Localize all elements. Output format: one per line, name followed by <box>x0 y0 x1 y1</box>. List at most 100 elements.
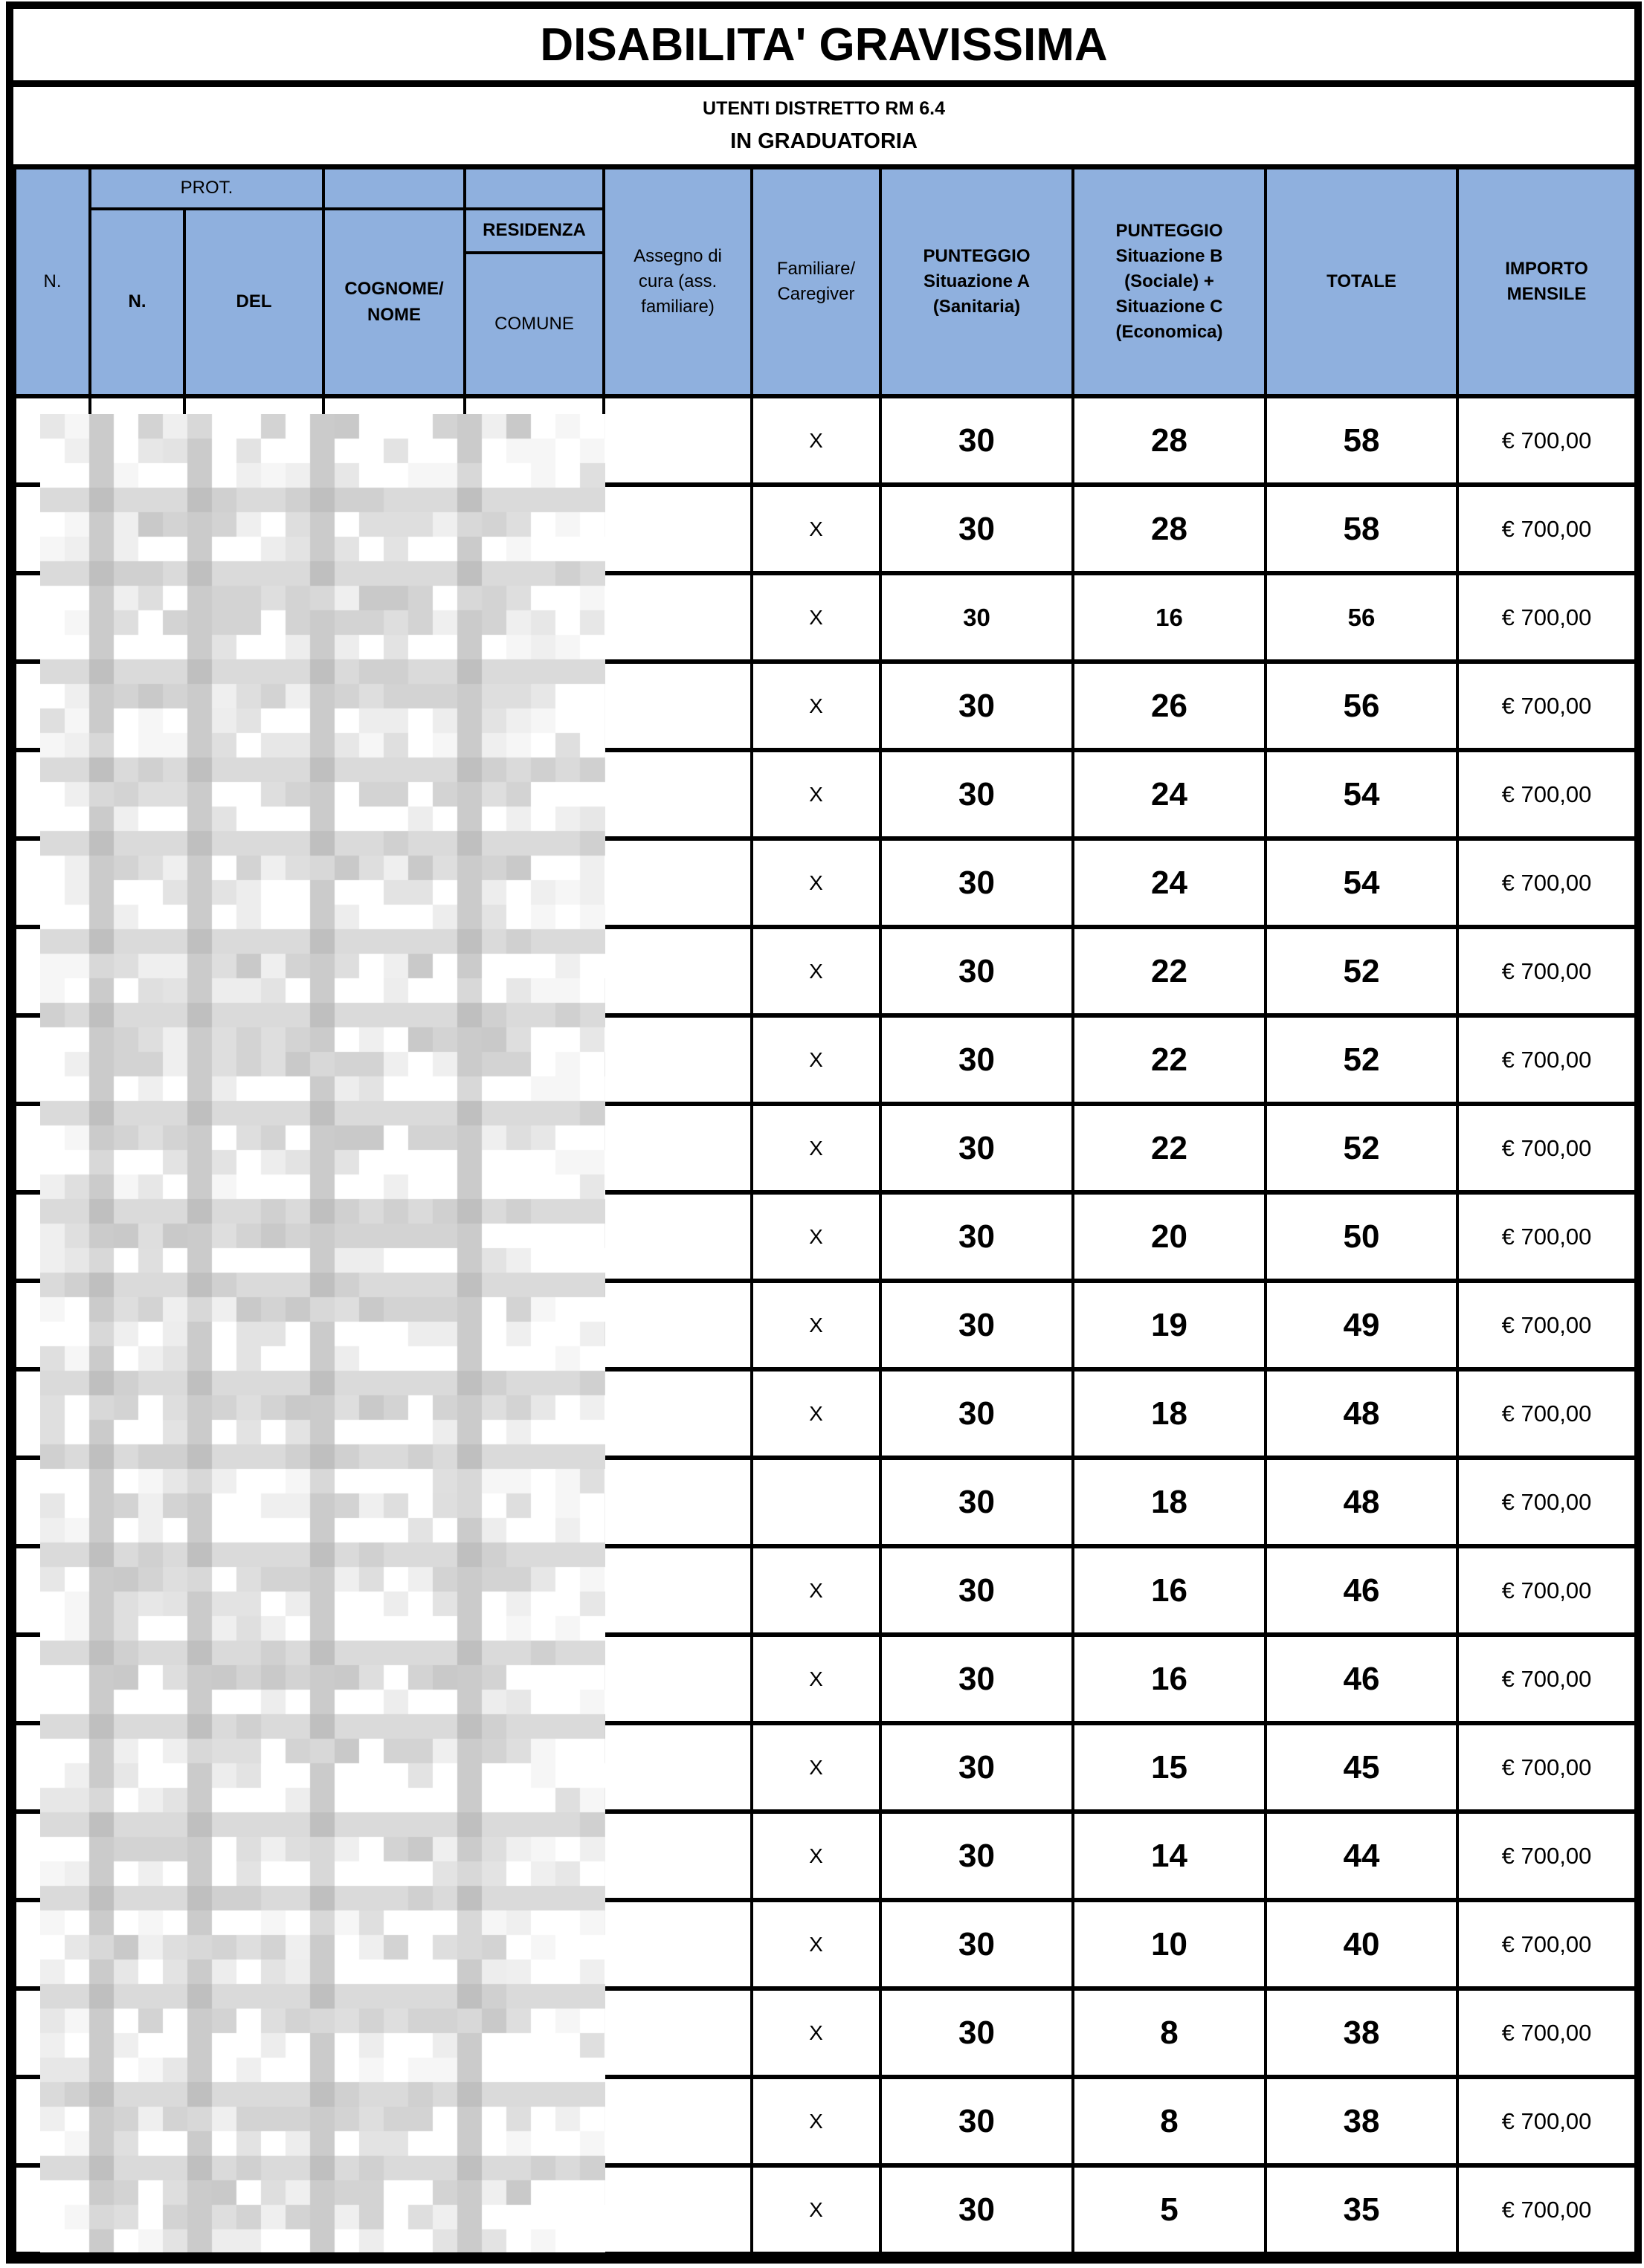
redacted-n-cell <box>13 1986 91 2079</box>
redacted-prot-del-cell <box>183 836 325 929</box>
redacted-n-cell <box>13 2075 91 2168</box>
totale-cell: 48 <box>1264 1456 1459 1548</box>
table-header: N. PROT. Assegno di cura (ass. familiare… <box>13 169 1637 398</box>
punteggio-bc-cell: 22 <box>1071 1013 1267 1106</box>
assegno-di-cura-cell <box>602 1102 753 1195</box>
redacted-cognome-nome-cell <box>322 1013 466 1106</box>
punteggio-a-cell: 30 <box>879 1986 1074 2079</box>
punteggio-a-cell: 30 <box>879 482 1074 575</box>
redacted-prot-del-cell <box>183 2075 325 2168</box>
table-row: X 30 8 38 € 700,00 <box>13 2075 1637 2168</box>
redacted-prot-del-cell <box>183 2163 325 2256</box>
redacted-cognome-nome-cell <box>322 571 466 664</box>
redacted-prot-n-cell <box>88 1190 186 1283</box>
redacted-prot-n-cell <box>88 836 186 929</box>
redacted-cognome-nome-cell <box>322 1986 466 2079</box>
redacted-cognome-nome-cell <box>322 394 466 487</box>
redacted-comune-cell <box>463 836 605 929</box>
redacted-prot-del-cell <box>183 571 325 664</box>
caregiver-x-cell: X <box>750 1632 882 1725</box>
importo-cell: € 700,00 <box>1456 1721 1637 1814</box>
punteggio-bc-cell: 10 <box>1071 1898 1267 1991</box>
punteggio-bc-cell: 16 <box>1071 1632 1267 1725</box>
redacted-n-cell <box>13 1013 91 1106</box>
punteggio-a-cell: 30 <box>879 1544 1074 1637</box>
redacted-prot-del-cell <box>183 1456 325 1548</box>
table-row: X 30 14 44 € 700,00 <box>13 1809 1637 1902</box>
page-title: DISABILITA' GRAVISSIMA <box>540 19 1108 71</box>
redacted-cognome-nome-cell <box>322 1632 466 1725</box>
redacted-prot-n-cell <box>88 1986 186 2079</box>
redacted-prot-del-cell <box>183 925 325 1018</box>
assegno-di-cura-cell <box>602 1809 753 1902</box>
punteggio-bc-cell: 8 <box>1071 1986 1267 2079</box>
table-body: X 30 28 58 € 700,00 X 30 28 58 € 700,00 … <box>13 394 1637 2256</box>
punteggio-a-cell: 30 <box>879 1721 1074 1814</box>
totale-cell: 44 <box>1264 1809 1459 1902</box>
importo-cell: € 700,00 <box>1456 394 1637 487</box>
redacted-prot-n-cell <box>88 1102 186 1195</box>
header-row-3: COMUNE <box>15 251 1636 398</box>
punteggio-bc-cell: 24 <box>1071 748 1267 841</box>
punteggio-bc-cell: 18 <box>1071 1367 1267 1460</box>
assegno-di-cura-cell <box>602 659 753 752</box>
redacted-prot-n-cell <box>88 1367 186 1460</box>
header-prot-del: DEL <box>183 207 325 398</box>
importo-cell: € 700,00 <box>1456 2163 1637 2256</box>
punteggio-bc-cell: 19 <box>1071 1279 1267 1372</box>
redacted-cognome-nome-cell <box>322 1898 466 1991</box>
importo-cell: € 700,00 <box>1456 1190 1637 1283</box>
redacted-comune-cell <box>463 659 605 752</box>
punteggio-a-cell: 30 <box>879 1456 1074 1548</box>
caregiver-x-cell: X <box>750 1721 882 1814</box>
redacted-n-cell <box>13 659 91 752</box>
header-prot-group: PROT. <box>88 169 325 210</box>
redacted-n-cell <box>13 571 91 664</box>
punteggio-bc-cell: 16 <box>1071 1544 1267 1637</box>
table-row: X 30 16 56 € 700,00 <box>13 571 1637 664</box>
totale-cell: 56 <box>1264 571 1459 664</box>
punteggio-bc-cell: 24 <box>1071 836 1267 929</box>
importo-cell: € 700,00 <box>1456 1102 1637 1195</box>
redacted-prot-n-cell <box>88 482 186 575</box>
totale-cell: 40 <box>1264 1898 1459 1991</box>
assegno-di-cura-cell <box>602 1721 753 1814</box>
redacted-cognome-nome-cell <box>322 1809 466 1902</box>
subtitle-band: UTENTI DISTRETTO RM 6.4 IN GRADUATORIA <box>13 87 1634 169</box>
graduatoria-table: N. PROT. Assegno di cura (ass. familiare… <box>13 169 1637 2256</box>
caregiver-x-cell: X <box>750 2163 882 2256</box>
table-row: X 30 28 58 € 700,00 <box>13 394 1637 487</box>
redacted-comune-cell <box>463 1721 605 1814</box>
importo-cell: € 700,00 <box>1456 1279 1637 1372</box>
redacted-prot-n-cell <box>88 1456 186 1548</box>
importo-cell: € 700,00 <box>1456 1632 1637 1725</box>
assegno-di-cura-cell <box>602 836 753 929</box>
redacted-prot-del-cell <box>183 482 325 575</box>
redacted-prot-n-cell <box>88 1632 186 1725</box>
punteggio-a-cell: 30 <box>879 748 1074 841</box>
caregiver-x-cell: X <box>750 1279 882 1372</box>
punteggio-bc-cell: 5 <box>1071 2163 1267 2256</box>
redacted-n-cell <box>13 1456 91 1548</box>
redacted-n-cell <box>13 1102 91 1195</box>
redacted-cognome-nome-cell <box>322 1721 466 1814</box>
header-punteggio-a: PUNTEGGIO Situazione A (Sanitaria) <box>879 169 1074 398</box>
importo-cell: € 700,00 <box>1456 1809 1637 1902</box>
redacted-prot-del-cell <box>183 1898 325 1991</box>
totale-cell: 35 <box>1264 2163 1459 2256</box>
punteggio-bc-cell: 20 <box>1071 1190 1267 1283</box>
caregiver-x-cell: X <box>750 925 882 1018</box>
redacted-cognome-nome-cell <box>322 925 466 1018</box>
redacted-prot-del-cell <box>183 1721 325 1814</box>
caregiver-x-cell <box>750 1456 882 1548</box>
header-totale: TOTALE <box>1264 169 1459 398</box>
document-sheet: DISABILITA' GRAVISSIMA UTENTI DISTRETTO … <box>6 1 1642 2264</box>
table-row: X 30 10 40 € 700,00 <box>13 1898 1637 1991</box>
redacted-n-cell <box>13 1544 91 1637</box>
table-row: X 30 24 54 € 700,00 <box>13 836 1637 929</box>
redacted-comune-cell <box>463 925 605 1018</box>
punteggio-a-cell: 30 <box>879 1102 1074 1195</box>
punteggio-a-cell: 30 <box>879 2075 1074 2168</box>
redacted-prot-del-cell <box>183 1013 325 1106</box>
subtitle-line2: IN GRADUATORIA <box>730 129 918 153</box>
